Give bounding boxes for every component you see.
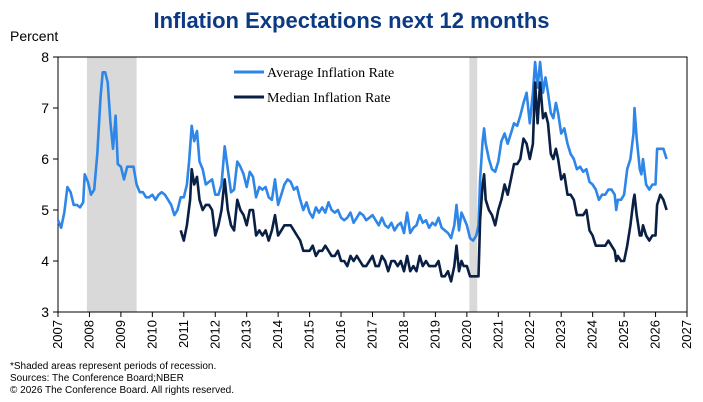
- series-line-1: [179, 81, 668, 283]
- x-tick-label-2010: 2010: [144, 320, 159, 349]
- y-tick-label-3: 3: [41, 304, 49, 320]
- recession-band-1: [469, 57, 478, 312]
- y-tick-label-6: 6: [41, 151, 49, 167]
- legend-label-1: Median Inflation Rate: [267, 91, 391, 106]
- x-tick-label-2013: 2013: [239, 320, 254, 349]
- x-tick-label-2024: 2024: [585, 320, 600, 349]
- x-tick-label-2019: 2019: [427, 320, 442, 349]
- legend: Average Inflation Rate Median Inflation R…: [234, 66, 394, 106]
- x-tick-label-2009: 2009: [113, 320, 128, 349]
- series-line-0: [56, 60, 668, 242]
- x-tick-label-2014: 2014: [270, 320, 285, 349]
- axes: 3 4 5 6 7 8 2007 2008 2009 2010 2011 2012 2013 2014 20…: [41, 49, 694, 349]
- footnote-sources: Sources: The Conference Board;NBER: [10, 373, 184, 384]
- footnote-recession: *Shaded areas represent periods of reces…: [10, 361, 217, 372]
- y-tick-label-7: 7: [41, 100, 49, 116]
- x-tick-label-2025: 2025: [616, 320, 631, 349]
- x-tick-label-2023: 2023: [553, 320, 568, 349]
- x-tick-label-2011: 2011: [176, 320, 191, 348]
- x-tick-label-2027: 2027: [679, 320, 694, 349]
- x-tick-label-2015: 2015: [302, 320, 317, 349]
- y-axis-label: Percent: [10, 28, 59, 44]
- footnote-copyright: © 2026 The Conference Board. All rights …: [10, 385, 234, 396]
- y-tick-label-5: 5: [41, 202, 49, 218]
- x-tick-label-2018: 2018: [396, 320, 411, 349]
- series-layer: [56, 60, 668, 283]
- chart-title: Inflation Expectations next 12 months: [153, 8, 550, 33]
- x-tick-label-2012: 2012: [207, 320, 222, 349]
- legend-label-0: Average Inflation Rate: [267, 66, 394, 81]
- x-tick-label-2017: 2017: [365, 320, 380, 349]
- x-tick-label-2008: 2008: [81, 320, 96, 349]
- x-tick-label-2021: 2021: [490, 320, 505, 349]
- x-tick-label-2020: 2020: [459, 320, 474, 349]
- y-tick-label-4: 4: [41, 253, 49, 269]
- x-tick-label-2016: 2016: [333, 320, 348, 349]
- x-tick-label-2026: 2026: [648, 320, 663, 349]
- x-tick-label-2022: 2022: [522, 320, 537, 349]
- x-tick-label-2007: 2007: [50, 320, 65, 349]
- y-tick-label-8: 8: [41, 49, 49, 65]
